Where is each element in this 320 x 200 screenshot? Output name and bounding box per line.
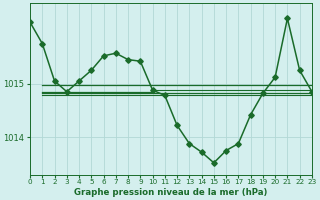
X-axis label: Graphe pression niveau de la mer (hPa): Graphe pression niveau de la mer (hPa) bbox=[74, 188, 268, 197]
